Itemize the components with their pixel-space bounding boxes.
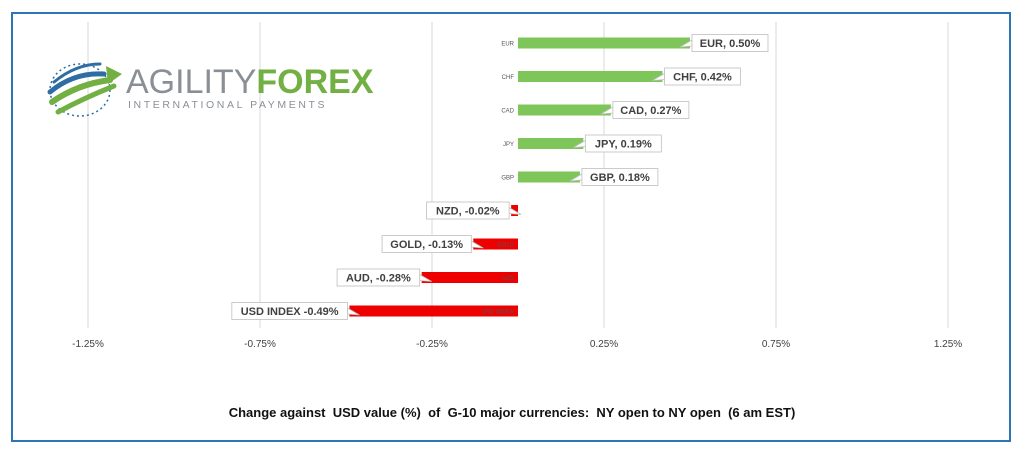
x-tick-label: 0.25%: [590, 339, 618, 350]
data-label-box: [336, 268, 421, 287]
data-label-box: [581, 168, 659, 186]
bar: [518, 138, 584, 149]
data-label: USD INDEX -0.49%: [241, 306, 339, 318]
x-tick-label: -0.25%: [416, 339, 448, 350]
data-label: GBP, 0.18%: [590, 172, 650, 184]
data-label: EUR, 0.50%: [700, 38, 761, 50]
data-label: CHF, 0.42%: [673, 72, 732, 84]
data-label: GOLD, -0.13%: [390, 239, 463, 251]
data-label-box: [691, 34, 769, 52]
data-label: AUD, -0.28%: [346, 273, 411, 285]
x-tick-label: 0.75%: [762, 339, 790, 350]
logo-name-agility: AGILITY: [126, 63, 257, 101]
data-label: NZD, -0.02%: [436, 206, 500, 218]
bar: [518, 104, 611, 116]
agility-forex-logo: AGILITYFOREX INTERNATIONAL PAYMENTS: [44, 52, 374, 122]
category-label: JPY: [503, 142, 514, 148]
bar: [518, 37, 690, 49]
bar: [421, 272, 518, 283]
globe-swoosh-icon: [47, 62, 122, 117]
data-label-box: [381, 235, 472, 253]
category-label: AUD: [501, 276, 514, 282]
logo-tagline: INTERNATIONAL PAYMENTS: [128, 99, 328, 111]
data-label: CAD, 0.27%: [620, 105, 681, 117]
x-tick-label: -1.25%: [72, 339, 104, 350]
x-tick-label: -0.75%: [244, 339, 276, 350]
category-label: GOLD: [497, 243, 515, 249]
logo-wordmark: AGILITYFOREX: [126, 64, 374, 100]
chart-caption: Change against USD value (%) of G-10 maj…: [228, 405, 796, 420]
x-tick-label: 1.25%: [934, 339, 962, 350]
category-label: GBP: [501, 176, 514, 182]
category-label: USD INDEX: [481, 310, 514, 316]
data-label-box: [664, 67, 741, 86]
bar: [473, 238, 518, 250]
chart-frame: [11, 12, 1011, 442]
data-label-box: [231, 302, 348, 320]
category-label: EUR: [501, 42, 514, 48]
data-label-box: [584, 134, 662, 153]
category-label: CHF: [502, 75, 515, 81]
logo-name-forex: FOREX: [256, 63, 374, 101]
bar: [518, 71, 663, 82]
bar: [349, 305, 518, 317]
data-label-box: [426, 201, 510, 220]
data-label: JPY, 0.19%: [595, 139, 652, 151]
bar: [518, 171, 580, 183]
category-label: CAD: [501, 109, 514, 115]
data-label-box: [612, 101, 690, 119]
